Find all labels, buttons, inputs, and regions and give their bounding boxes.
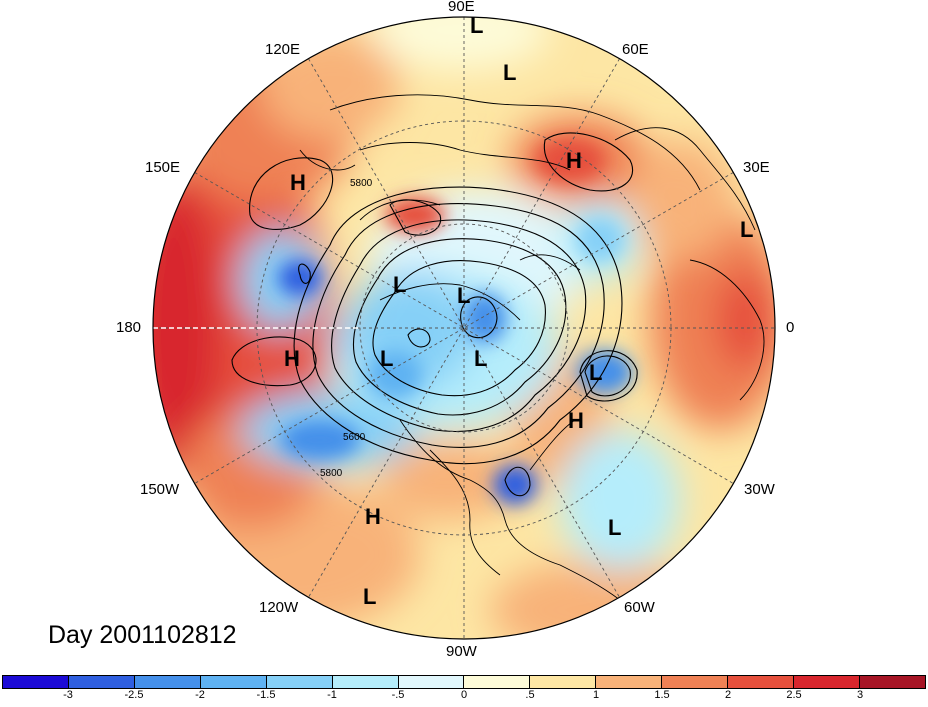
contour-label: 5800: [320, 468, 343, 479]
contour-labels: 5800 5600 5800: [320, 178, 373, 479]
colorbar-tick-label: -3: [63, 689, 73, 701]
colorbar-tick-label: 0: [460, 689, 468, 701]
colorbar-swatch: [3, 676, 69, 688]
colorbar-swatch: [662, 676, 729, 688]
colorbar-swatch: [398, 676, 465, 688]
low-center: L: [457, 283, 470, 308]
colorbar-tick-label: -.5: [391, 689, 405, 701]
colorbar-swatch: [596, 676, 663, 688]
day-label: Day 2001102812: [48, 621, 237, 649]
low-center: L: [589, 360, 602, 385]
lon-label-30w: 30W: [744, 481, 775, 498]
low-center: L: [470, 13, 483, 38]
map-border: [152, 16, 776, 640]
colorbar-swatch: [200, 676, 267, 688]
lon-label-180: 180: [116, 319, 142, 336]
colorbar-swatch: [530, 676, 597, 688]
contour-label: 5800: [350, 178, 373, 189]
low-center: L: [474, 346, 487, 371]
lon-label-60e: 60E: [622, 41, 649, 58]
colorbar-swatch: [332, 676, 399, 688]
colorbar-swatch: [859, 676, 925, 688]
colorbar-tick-label: -1: [327, 689, 337, 701]
high-center: H: [568, 408, 584, 433]
lon-label-90w: 90W: [446, 643, 477, 660]
colorbar-tick-label: -2: [195, 689, 205, 701]
colorbar-tick-label: 2.5: [786, 689, 802, 701]
lon-label-90e: 90E: [448, 0, 475, 15]
colorbar: [2, 675, 926, 689]
colorbar-tick-label: 1: [592, 689, 600, 701]
low-center: L: [380, 346, 393, 371]
graticule: [153, 17, 775, 639]
high-center: H: [365, 504, 381, 529]
pressure-centers: L L H H L L L H L L L H H L L: [284, 13, 753, 609]
colorbar-swatch: [134, 676, 201, 688]
lon-label-120w: 120W: [259, 599, 299, 616]
contour-label: 5600: [343, 432, 366, 443]
low-center: L: [363, 584, 376, 609]
colorbar-ticks: -3 -2.5 -2 -1.5 -1 -.5 0 .5 1 1.5 2 2.5 3: [2, 689, 926, 702]
colorbar-tick-label: 2: [724, 689, 732, 701]
colorbar-tick-label: -2.5: [124, 689, 144, 701]
lon-label-60w: 60W: [624, 599, 655, 616]
high-center: H: [284, 346, 300, 371]
colorbar-tick-label: -1.5: [256, 689, 276, 701]
colorbar-swatch: [794, 676, 860, 688]
low-center: L: [503, 60, 516, 85]
coastlines: [299, 94, 765, 601]
high-center: H: [290, 170, 306, 195]
colorbar-swatch: [728, 676, 795, 688]
lon-label-0: 0: [786, 319, 795, 336]
colorbar-swatch: [266, 676, 333, 688]
colorbar-tick-label: .5: [525, 689, 535, 701]
height-contours: [231, 132, 638, 497]
colorbar-swatch: [464, 676, 531, 688]
colorbar-swatch: [68, 676, 135, 688]
low-center: L: [393, 272, 406, 297]
colorbar-tick-label: 1.5: [654, 689, 670, 701]
lon-label-150e: 150E: [145, 159, 181, 176]
low-center: L: [608, 515, 621, 540]
anomaly-field: [153, 17, 775, 639]
lon-label-150w: 150W: [140, 481, 180, 498]
colorbar-tick-label: 3: [856, 689, 864, 701]
lon-label-120e: 120E: [265, 41, 301, 58]
high-center: H: [566, 148, 582, 173]
lon-label-30e: 30E: [743, 159, 770, 176]
low-center: L: [740, 217, 753, 242]
